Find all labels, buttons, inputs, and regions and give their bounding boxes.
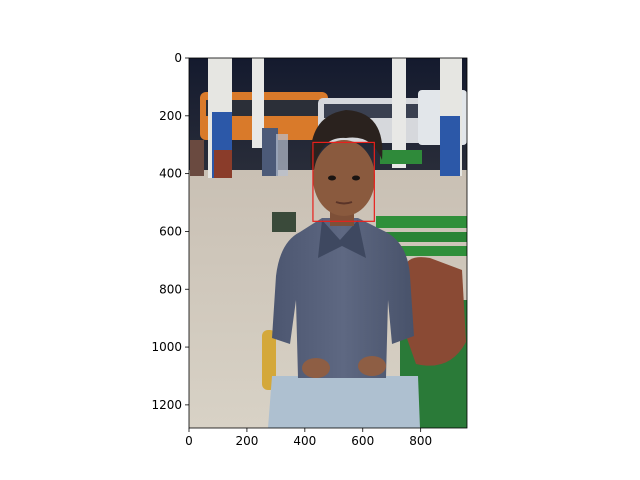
x-tick-label: 800	[409, 434, 432, 448]
detection-box	[312, 141, 375, 222]
axes-frame	[188, 57, 468, 429]
x-tick-label: 200	[235, 434, 258, 448]
y-axis: 0 200 400 600 800 1000 1200	[151, 51, 189, 412]
y-tick-label: 200	[159, 109, 182, 123]
x-tick-label: 400	[293, 434, 316, 448]
y-tick-label: 1000	[151, 340, 182, 354]
y-tick-label: 0	[174, 51, 182, 65]
x-tick-label: 0	[185, 434, 193, 448]
photo-image	[189, 58, 467, 428]
x-axis: 0 200 400 600 800	[185, 428, 432, 448]
x-tick-label: 600	[351, 434, 374, 448]
y-tick-label: 400	[159, 167, 182, 181]
y-tick-label: 600	[159, 224, 182, 238]
y-tick-label: 800	[159, 282, 182, 296]
y-tick-label: 1200	[151, 398, 182, 412]
